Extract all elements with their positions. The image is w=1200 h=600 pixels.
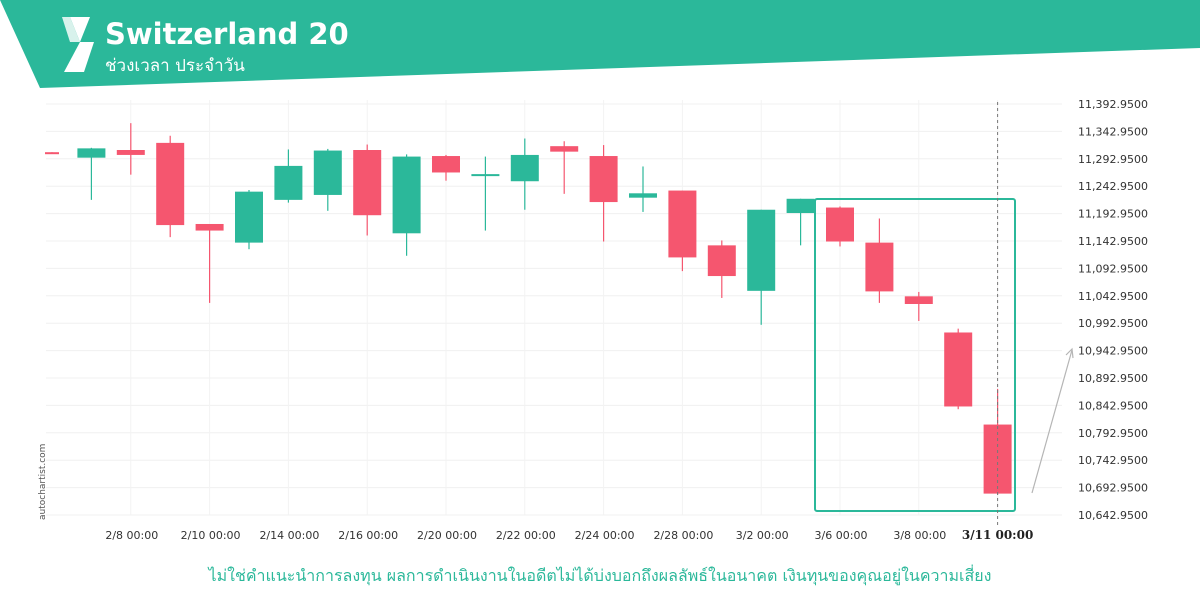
y-tick-label: 10,642.9500 <box>1078 509 1148 522</box>
candle <box>432 154 460 181</box>
y-tick-label: 11,242.9500 <box>1078 180 1148 193</box>
candle-body <box>45 152 59 155</box>
candle <box>77 147 106 200</box>
y-tick-label: 10,892.9500 <box>1078 372 1148 385</box>
y-tick-label: 11,192.9500 <box>1078 208 1148 221</box>
x-tick-label: 2/28 00:00 <box>653 529 713 542</box>
y-tick-label: 10,792.9500 <box>1078 427 1148 440</box>
candle-body <box>392 156 421 234</box>
y-axis: 11,392.9500 11,342.9500 11,292.9500 11,242.… <box>1078 98 1148 522</box>
x-tick-label: 3/8 00:00 <box>893 529 946 542</box>
header-banner: Switzerland 20 ช่วงเวลา ประจำวัน <box>0 0 1200 90</box>
candle <box>195 223 224 303</box>
candle-body <box>865 242 894 292</box>
x-tick-label: 3/2 00:00 <box>736 529 789 542</box>
candle-body <box>353 150 382 216</box>
y-tick-label: 11,142.9500 <box>1078 235 1148 248</box>
grid-lines <box>46 100 1062 516</box>
candle-body <box>668 190 697 258</box>
x-tick-label: 3/6 00:00 <box>815 529 868 542</box>
candlestick-chart: 11,392.9500 11,342.9500 11,292.9500 11,242.… <box>45 98 1148 542</box>
candle <box>826 206 854 247</box>
candle <box>865 218 894 303</box>
candles-layer <box>45 123 1012 495</box>
y-tick-label: 10,842.9500 <box>1078 399 1148 412</box>
candle-body <box>510 154 539 182</box>
candle <box>235 190 263 250</box>
candle <box>707 240 736 298</box>
candle <box>392 154 421 256</box>
chart-title: Switzerland 20 <box>105 17 349 51</box>
candle <box>116 123 145 175</box>
candle-body <box>77 148 106 158</box>
candle-body <box>589 156 618 203</box>
disclaimer-text: ไม่ใช่คำแนะนำการลงทุน ผลการดำเนินงานในอด… <box>208 566 992 585</box>
watermark-text: autochartist.com <box>38 443 48 520</box>
candle <box>45 152 59 155</box>
forecast-arrow <box>1031 349 1073 494</box>
candle <box>944 328 973 410</box>
y-tick-label: 11,342.9500 <box>1078 125 1148 138</box>
y-tick-label: 11,092.9500 <box>1078 262 1148 275</box>
candle <box>510 138 539 210</box>
pattern-overlay <box>814 102 1074 525</box>
candle-body <box>432 156 460 173</box>
x-tick-label: 2/14 00:00 <box>259 529 319 542</box>
candle <box>550 141 579 194</box>
x-tick-label: 2/24 00:00 <box>575 529 635 542</box>
candle-body <box>707 245 736 277</box>
candle-body <box>116 150 145 155</box>
y-tick-label: 10,992.9500 <box>1078 317 1148 330</box>
candle-body <box>747 209 776 291</box>
x-tick-label: 2/10 00:00 <box>181 529 241 542</box>
candle <box>629 166 657 212</box>
candle-body <box>904 296 933 304</box>
y-tick-label: 11,392.9500 <box>1078 98 1148 111</box>
candle <box>904 291 933 321</box>
header-shape <box>0 0 1200 88</box>
candle-body <box>550 146 579 152</box>
x-tick-label: 2/16 00:00 <box>338 529 398 542</box>
y-tick-label: 10,692.9500 <box>1078 482 1148 495</box>
y-tick-label: 10,942.9500 <box>1078 345 1148 358</box>
candle-body <box>274 165 303 200</box>
candle <box>747 209 776 325</box>
x-tick-label: 3/11 00:00 <box>962 528 1033 542</box>
candle-body <box>826 207 854 242</box>
candle <box>274 149 303 203</box>
chart-subtitle: ช่วงเวลา ประจำวัน <box>105 56 245 76</box>
header-background <box>0 0 1200 88</box>
candle-body <box>235 191 263 243</box>
candle-body <box>313 150 342 195</box>
x-tick-label: 2/22 00:00 <box>496 529 556 542</box>
y-tick-label: 10,742.9500 <box>1078 454 1148 467</box>
candle <box>786 198 815 246</box>
candle-body <box>786 198 815 214</box>
candle <box>589 145 618 242</box>
y-tick-label: 11,292.9500 <box>1078 153 1148 166</box>
x-tick-label: 2/20 00:00 <box>417 529 477 542</box>
x-tick-label: 2/8 00:00 <box>105 529 158 542</box>
candle-body <box>629 193 657 198</box>
pattern-box <box>814 198 1016 512</box>
forecast-arrow-head <box>1065 347 1074 359</box>
logo-icon <box>62 17 94 72</box>
candle-body <box>471 174 500 177</box>
candle-body <box>195 223 224 231</box>
candle-body <box>944 332 973 407</box>
candle <box>156 135 185 238</box>
candle <box>668 190 697 272</box>
y-tick-label: 11,042.9500 <box>1078 290 1148 303</box>
candle <box>313 148 342 211</box>
candle-body <box>156 142 185 226</box>
x-axis: 2/8 00:00 2/10 00:00 2/14 00:00 2/16 00:00 2… <box>105 528 1033 542</box>
candle <box>353 144 382 236</box>
candle <box>471 156 500 231</box>
